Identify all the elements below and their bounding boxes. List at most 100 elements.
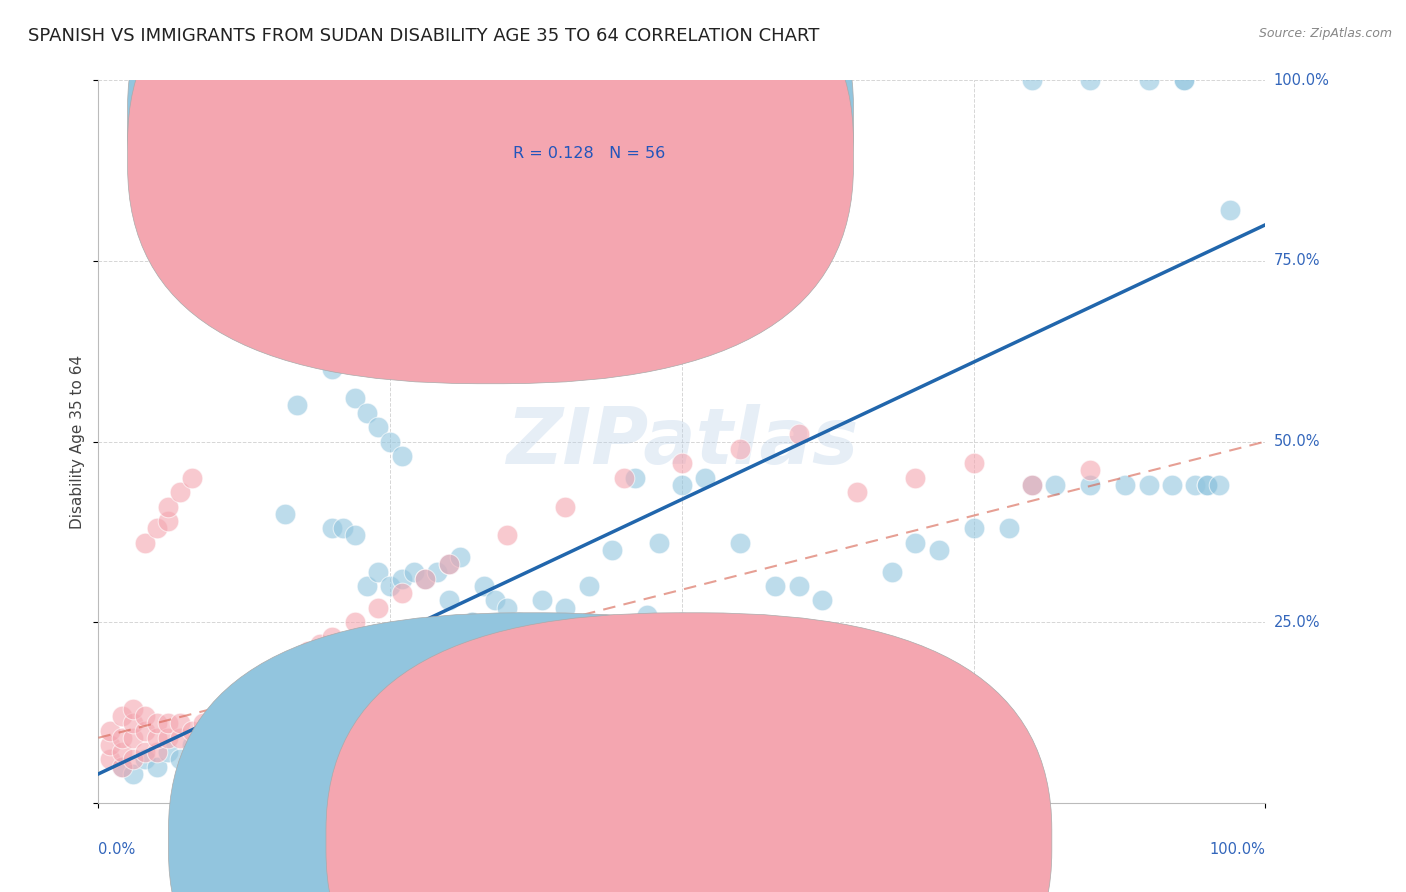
Point — [671, 478, 693, 492]
FancyBboxPatch shape — [128, 0, 853, 384]
Point — [1080, 478, 1102, 492]
Point — [134, 535, 156, 549]
Y-axis label: Disability Age 35 to 64: Disability Age 35 to 64 — [70, 354, 86, 529]
Point — [274, 665, 297, 680]
Point — [169, 731, 191, 745]
Point — [193, 745, 215, 759]
Point — [380, 579, 402, 593]
Point — [146, 731, 169, 745]
Point — [1195, 478, 1218, 492]
Point — [157, 745, 180, 759]
Point — [98, 723, 121, 738]
Point — [846, 485, 869, 500]
Point — [1021, 73, 1043, 87]
Point — [122, 752, 145, 766]
Point — [461, 615, 484, 630]
Point — [730, 442, 752, 456]
Point — [309, 637, 332, 651]
Point — [146, 760, 169, 774]
Point — [169, 716, 191, 731]
Point — [426, 565, 449, 579]
Point — [613, 470, 636, 484]
Point — [695, 470, 717, 484]
Point — [962, 456, 984, 470]
Text: Spanish: Spanish — [550, 834, 609, 848]
Point — [169, 752, 191, 766]
Point — [508, 615, 530, 630]
Point — [461, 615, 484, 630]
Text: Immigrants from Sudan: Immigrants from Sudan — [707, 834, 882, 848]
Point — [671, 615, 693, 630]
Point — [496, 528, 519, 542]
Point — [624, 470, 647, 484]
Point — [169, 485, 191, 500]
Point — [1173, 73, 1195, 87]
Point — [297, 680, 319, 694]
Point — [146, 745, 169, 759]
Point — [846, 723, 869, 738]
Point — [1080, 73, 1102, 87]
Point — [204, 709, 226, 723]
Point — [111, 709, 134, 723]
Point — [1184, 478, 1206, 492]
Point — [122, 702, 145, 716]
Text: 0.0%: 0.0% — [98, 842, 135, 856]
Point — [391, 572, 413, 586]
Point — [787, 427, 810, 442]
Point — [134, 745, 156, 759]
Point — [484, 593, 506, 607]
Point — [228, 695, 250, 709]
Point — [1045, 478, 1067, 492]
Point — [146, 716, 169, 731]
Point — [496, 665, 519, 680]
Point — [997, 521, 1019, 535]
Point — [1173, 73, 1195, 87]
Point — [111, 731, 134, 745]
Point — [530, 687, 553, 701]
Point — [367, 565, 389, 579]
Point — [367, 420, 389, 434]
Point — [262, 702, 284, 716]
Point — [413, 572, 436, 586]
Point — [122, 731, 145, 745]
Text: R = 0.657   N = 85: R = 0.657 N = 85 — [513, 112, 665, 127]
Point — [309, 665, 332, 680]
Point — [239, 687, 262, 701]
Point — [98, 752, 121, 766]
Point — [98, 738, 121, 752]
Point — [904, 535, 927, 549]
Text: 100.0%: 100.0% — [1209, 842, 1265, 856]
Point — [1195, 478, 1218, 492]
Point — [600, 542, 623, 557]
Point — [1137, 478, 1160, 492]
Point — [122, 716, 145, 731]
Point — [962, 521, 984, 535]
Point — [157, 514, 180, 528]
Point — [157, 716, 180, 731]
Point — [180, 723, 202, 738]
Point — [880, 565, 903, 579]
Point — [332, 521, 354, 535]
Point — [274, 507, 297, 521]
Point — [215, 723, 238, 738]
Point — [321, 521, 343, 535]
Point — [228, 738, 250, 752]
Point — [111, 760, 134, 774]
Point — [472, 579, 495, 593]
Point — [262, 673, 284, 687]
Point — [787, 579, 810, 593]
Point — [356, 406, 378, 420]
FancyBboxPatch shape — [128, 0, 853, 349]
Point — [391, 449, 413, 463]
Point — [134, 709, 156, 723]
Point — [344, 673, 367, 687]
Text: R = 0.128   N = 56: R = 0.128 N = 56 — [513, 146, 665, 161]
Point — [367, 600, 389, 615]
Point — [180, 470, 202, 484]
Point — [530, 593, 553, 607]
Point — [904, 470, 927, 484]
Point — [554, 500, 576, 514]
Point — [437, 558, 460, 572]
Point — [1208, 478, 1230, 492]
Point — [285, 695, 308, 709]
